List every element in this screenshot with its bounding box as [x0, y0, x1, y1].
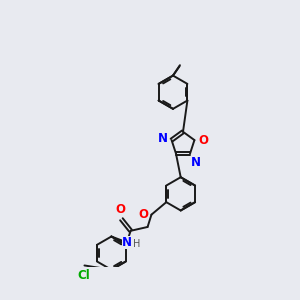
- Text: N: N: [158, 132, 167, 146]
- Text: Cl: Cl: [77, 269, 90, 282]
- Text: O: O: [198, 134, 208, 147]
- Text: N: N: [191, 156, 201, 169]
- Text: O: O: [139, 208, 149, 221]
- Text: O: O: [115, 203, 125, 216]
- Text: N: N: [122, 236, 132, 249]
- Text: H: H: [133, 239, 141, 249]
